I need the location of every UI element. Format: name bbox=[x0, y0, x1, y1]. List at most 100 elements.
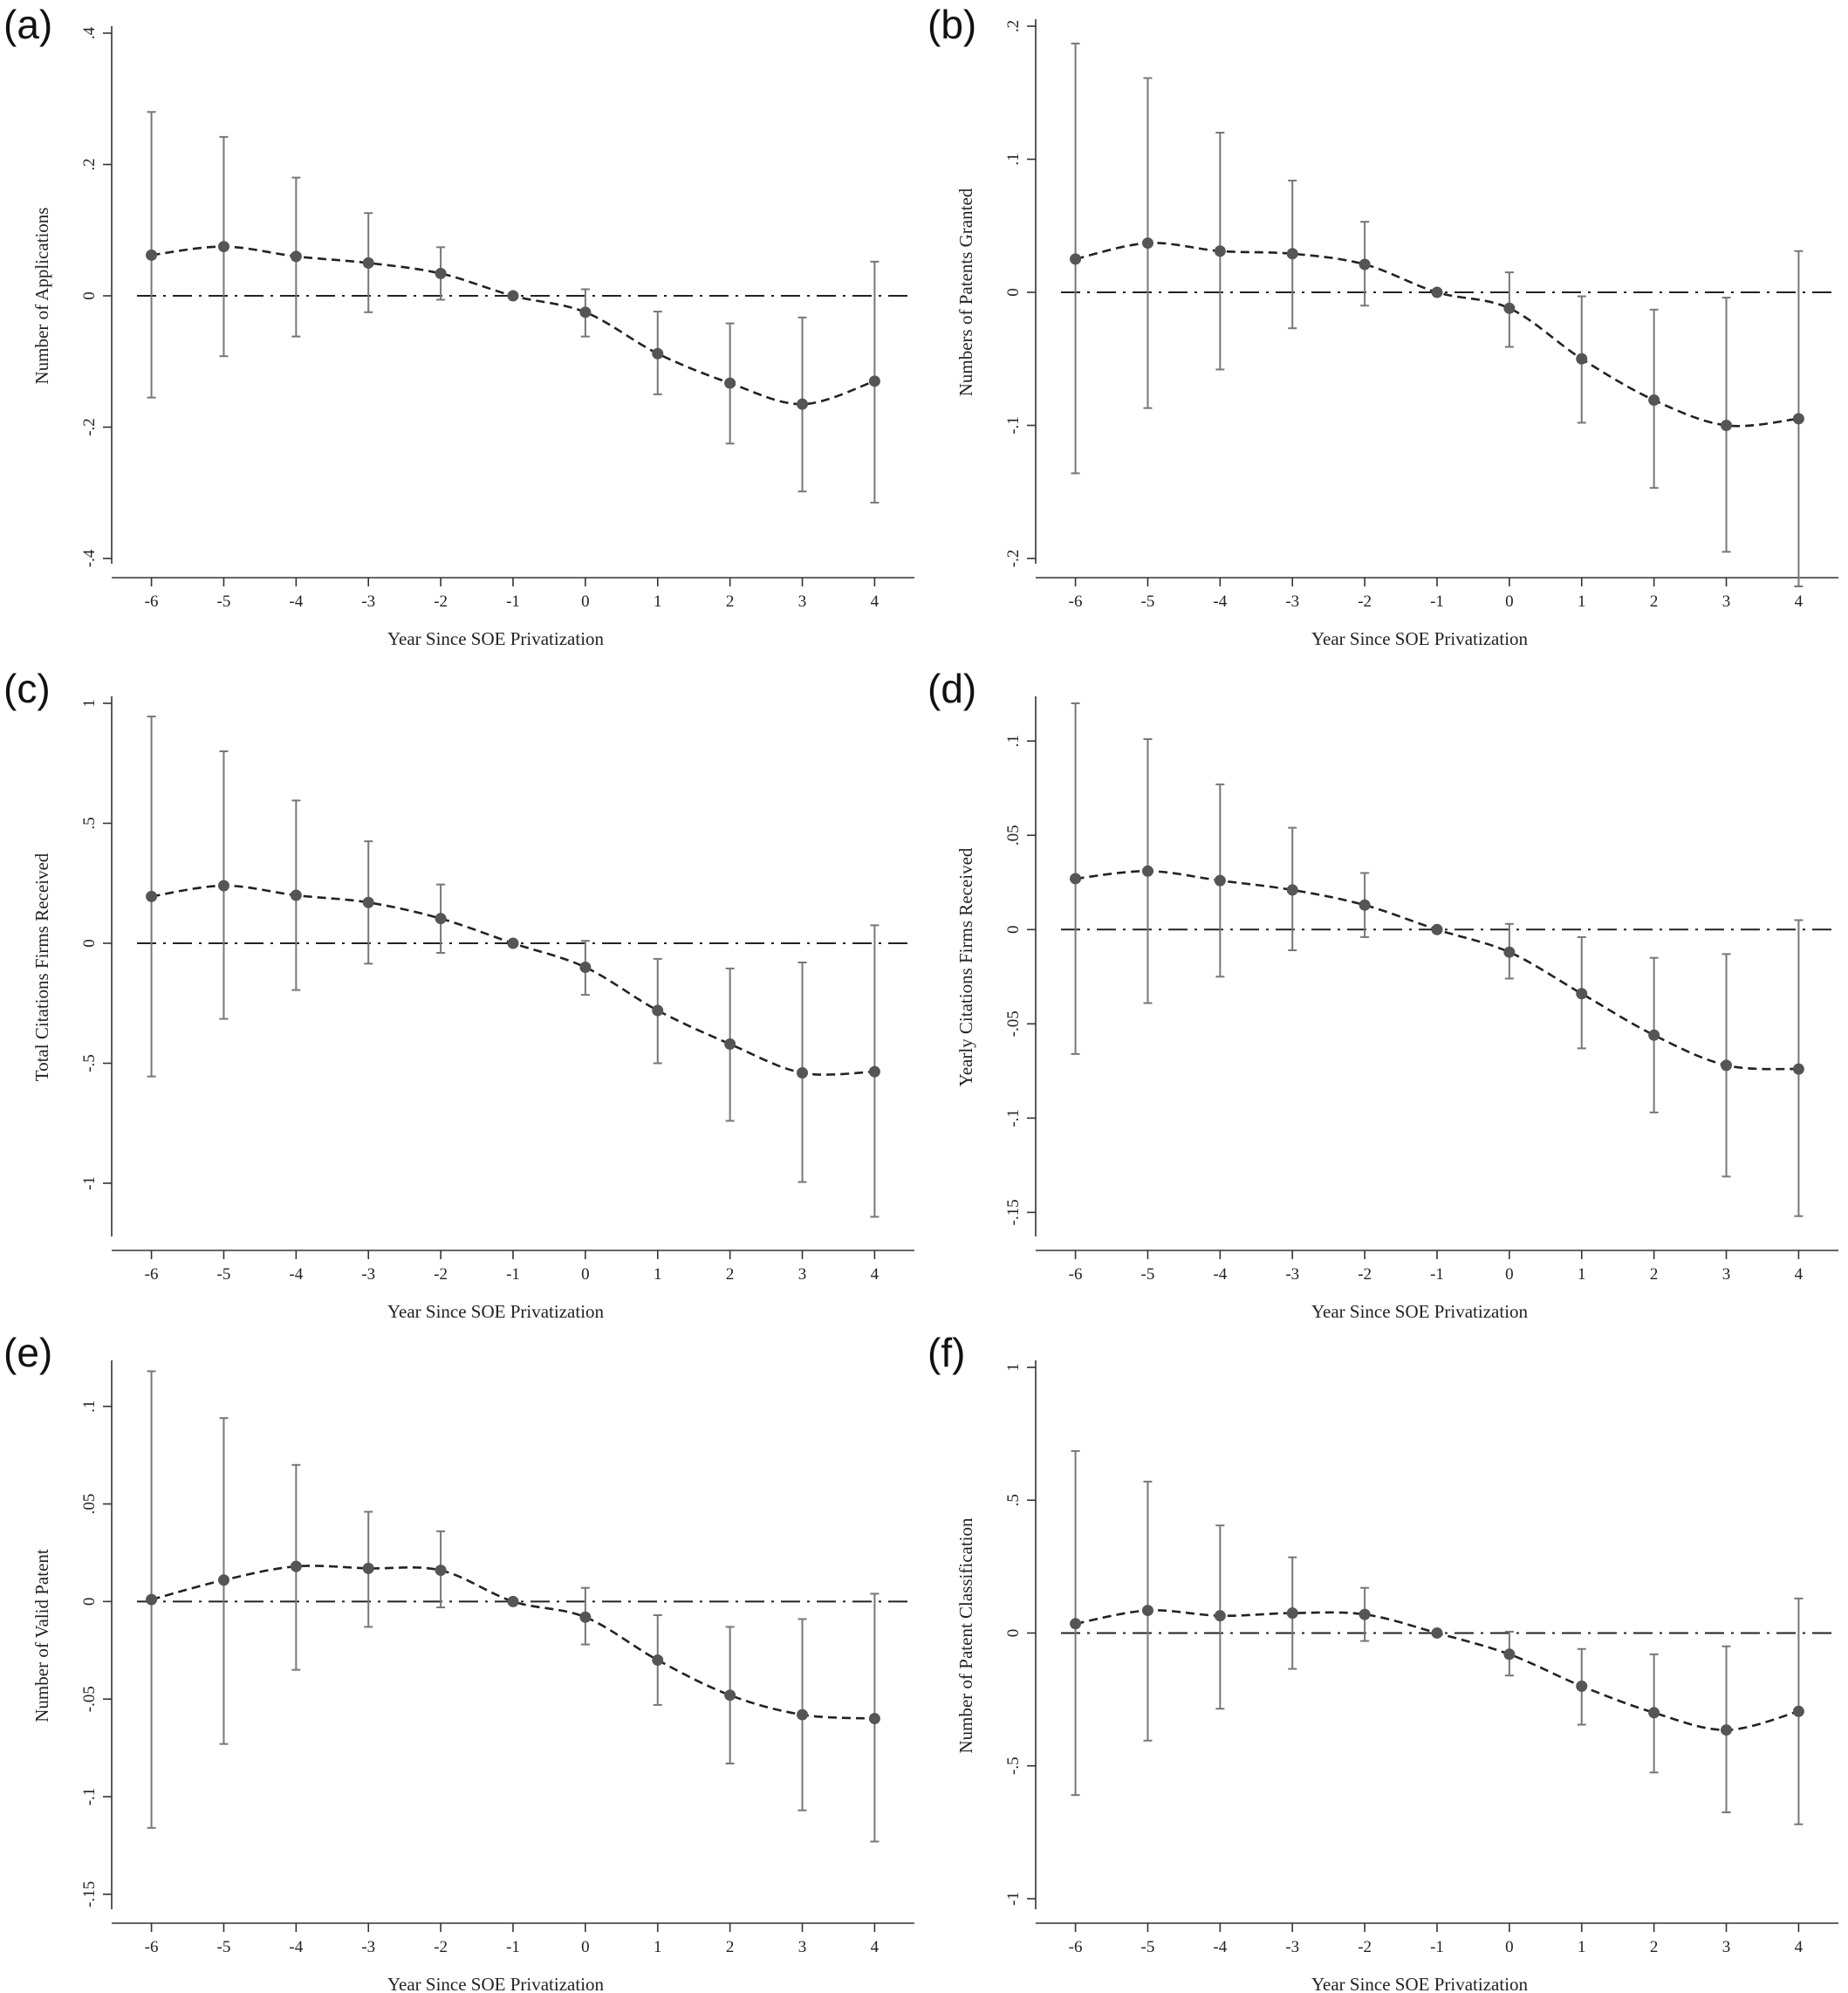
y-tick-label: -.05 bbox=[1004, 1010, 1023, 1037]
estimate-point bbox=[217, 241, 229, 253]
panel-label: (b) bbox=[927, 2, 976, 47]
x-tick-label: -2 bbox=[434, 1938, 448, 1956]
x-tick-label: 3 bbox=[798, 1265, 807, 1284]
estimate-point bbox=[1503, 302, 1516, 314]
panel-d: (d) .1 .05 0 -.05 -.1 -.15 -6 -5 -4 -3 -2 -1 0 1 2 3 4 Yea… bbox=[924, 664, 1848, 1328]
y-tick-label: -.1 bbox=[1004, 416, 1023, 435]
x-tick-label: 4 bbox=[1795, 592, 1804, 611]
panel-label: (d) bbox=[927, 666, 976, 711]
y-axis-title: Total Citations Firms Received bbox=[31, 853, 52, 1081]
x-tick-label: -2 bbox=[1358, 1938, 1372, 1956]
x-tick-label: 3 bbox=[798, 592, 807, 611]
estimate-point bbox=[797, 398, 809, 410]
x-tick-label: 1 bbox=[1578, 1938, 1586, 1956]
estimate-point bbox=[868, 375, 880, 387]
estimate-point bbox=[362, 1562, 374, 1574]
x-tick-label: 4 bbox=[871, 592, 880, 611]
y-axis-title: Number of Applications bbox=[31, 208, 52, 385]
y-tick-label: .2 bbox=[80, 158, 99, 170]
estimate-point bbox=[1286, 248, 1298, 260]
x-tick-label: 2 bbox=[726, 592, 735, 611]
y-axis-title: Number of Patent Classification bbox=[955, 1517, 976, 1754]
x-tick-label: 4 bbox=[1795, 1938, 1804, 1956]
estimate-point bbox=[1359, 899, 1371, 911]
x-axis-title: Year Since SOE Privatization bbox=[387, 628, 605, 649]
x-tick-label: 1 bbox=[654, 592, 662, 611]
x-tick-label: -6 bbox=[145, 1265, 159, 1284]
x-axis-title: Year Since SOE Privatization bbox=[1311, 1301, 1529, 1322]
estimate-point bbox=[1648, 1707, 1660, 1719]
y-tick-label: -.1 bbox=[1004, 1109, 1023, 1127]
estimate-point bbox=[435, 1565, 447, 1577]
estimate-point bbox=[507, 290, 519, 302]
estimate-point bbox=[724, 1689, 736, 1702]
y-axis-title: Number of Valid Patent bbox=[31, 1549, 52, 1722]
y-tick-label: -.4 bbox=[80, 549, 99, 567]
estimate-point bbox=[1070, 253, 1082, 265]
estimate-point bbox=[1792, 1063, 1804, 1075]
estimate-point bbox=[1431, 1627, 1443, 1639]
x-tick-label: 2 bbox=[1650, 592, 1659, 611]
y-tick-label: .1 bbox=[1004, 153, 1023, 165]
estimate-point bbox=[868, 1065, 880, 1078]
estimate-line bbox=[151, 884, 875, 1076]
x-tick-label: 1 bbox=[654, 1265, 662, 1284]
x-axis-title: Year Since SOE Privatization bbox=[1311, 628, 1529, 649]
x-tick-label: -2 bbox=[1358, 592, 1372, 611]
chart-d: (d) .1 .05 0 -.05 -.1 -.15 -6 -5 -4 -3 -2 -1 0 1 2 3 4 Yea… bbox=[927, 666, 1838, 1322]
estimate-point bbox=[435, 913, 447, 925]
x-tick-label: 2 bbox=[726, 1938, 735, 1956]
y-tick-label: -.15 bbox=[80, 1881, 99, 1907]
x-tick-label: -6 bbox=[145, 592, 159, 611]
x-tick-label: -2 bbox=[434, 592, 448, 611]
estimate-point bbox=[1070, 1618, 1082, 1630]
chart-e: (e) .1 .05 0 -.05 -.1 -.15 -6 -5 -4 -3 -2 -1 0 1 2 3 4 Yea… bbox=[3, 1330, 914, 1993]
y-tick-label: -.5 bbox=[1004, 1757, 1023, 1775]
x-tick-label: -5 bbox=[1141, 1265, 1155, 1284]
x-tick-label: -4 bbox=[1213, 1938, 1227, 1956]
estimate-point bbox=[724, 1038, 736, 1050]
x-tick-label: -4 bbox=[1213, 1265, 1227, 1284]
y-tick-label: -.05 bbox=[80, 1686, 99, 1712]
panel-f: (f) 1 .5 0 -.5 -1 -6 -5 -4 -3 -2 -1 0 1 2 3 4 Year Since … bbox=[924, 1328, 1848, 1993]
estimate-line bbox=[1075, 870, 1799, 1071]
x-axis-title: Year Since SOE Privatization bbox=[387, 1301, 605, 1322]
estimate-point bbox=[1214, 1610, 1226, 1622]
x-tick-label: -6 bbox=[1069, 1265, 1083, 1284]
y-tick-label: 0 bbox=[80, 1598, 99, 1606]
y-tick-label: .5 bbox=[80, 817, 99, 829]
estimate-point bbox=[1431, 286, 1443, 298]
y-tick-label: .2 bbox=[1004, 20, 1023, 32]
estimate-point bbox=[1214, 245, 1226, 257]
panel-label: (e) bbox=[3, 1330, 52, 1375]
y-tick-label: 0 bbox=[80, 291, 99, 300]
y-tick-label: -.2 bbox=[80, 418, 99, 436]
estimate-line bbox=[151, 1565, 875, 1720]
estimate-point bbox=[146, 890, 158, 902]
y-axis-title: Numbers of Patents Granted bbox=[955, 188, 976, 396]
estimate-point bbox=[579, 1611, 592, 1623]
estimate-line bbox=[1075, 242, 1799, 428]
estimate-point bbox=[507, 1595, 519, 1607]
x-tick-label: 3 bbox=[1722, 1265, 1731, 1284]
y-tick-label: .5 bbox=[1004, 1494, 1023, 1506]
estimate-point bbox=[1141, 237, 1153, 250]
y-tick-label: 0 bbox=[80, 939, 99, 948]
y-tick-label: -.2 bbox=[1004, 550, 1023, 568]
x-tick-label: 0 bbox=[1505, 592, 1514, 611]
x-tick-label: 4 bbox=[871, 1938, 880, 1956]
x-tick-label: 0 bbox=[1505, 1265, 1514, 1284]
y-tick-label: -.5 bbox=[80, 1054, 99, 1072]
estimate-point bbox=[1576, 1680, 1588, 1692]
estimate-point bbox=[217, 880, 229, 892]
x-tick-label: -4 bbox=[289, 1938, 303, 1956]
x-tick-label: -6 bbox=[1069, 592, 1083, 611]
x-tick-label: 3 bbox=[1722, 1938, 1731, 1956]
estimate-point bbox=[1721, 1059, 1733, 1072]
estimate-line bbox=[151, 245, 875, 406]
estimate-point bbox=[1503, 946, 1516, 958]
x-tick-label: 1 bbox=[1578, 1265, 1586, 1284]
estimate-point bbox=[1286, 1607, 1298, 1620]
panel-e: (e) .1 .05 0 -.05 -.1 -.15 -6 -5 -4 -3 -2 -1 0 1 2 3 4 Yea… bbox=[0, 1328, 924, 1993]
estimate-point bbox=[1359, 1608, 1371, 1620]
